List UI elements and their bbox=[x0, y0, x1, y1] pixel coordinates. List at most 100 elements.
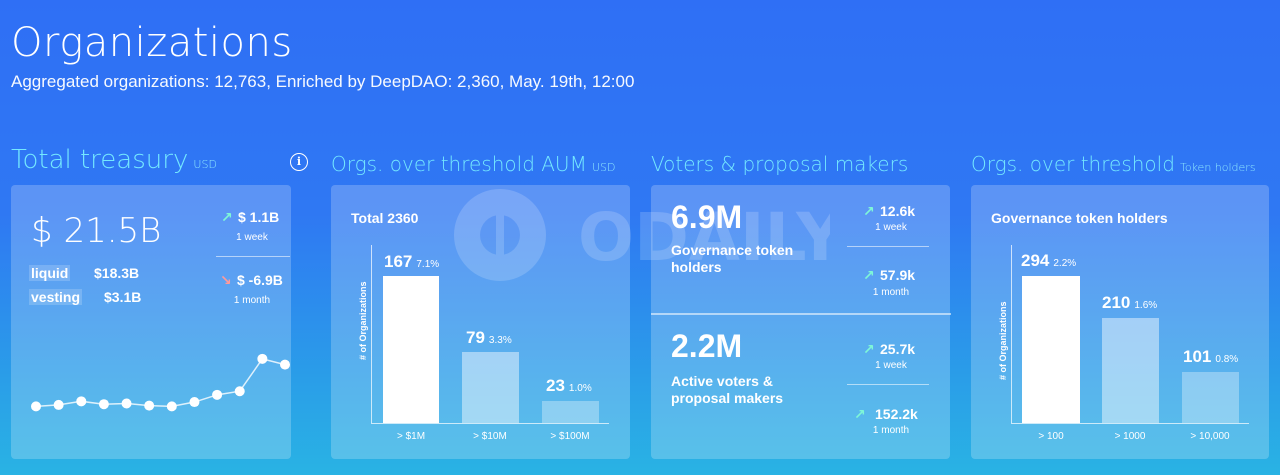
divider bbox=[847, 246, 929, 247]
tokens-value-2: 210 bbox=[1102, 293, 1131, 312]
treasury-unit: USD bbox=[193, 158, 217, 171]
tokens-y-axis-label: # of Organizations bbox=[998, 301, 1008, 380]
aum-y-axis bbox=[371, 245, 372, 423]
sparkline-point-4 bbox=[98, 399, 109, 410]
holders-label: Governance token holders bbox=[671, 242, 794, 275]
aum-bar-value-1: 167 7.1% bbox=[384, 252, 439, 272]
sparkline-point-5 bbox=[121, 398, 132, 409]
aum-card: Total 2360 # of Organizations 167 7.1% 79… bbox=[331, 185, 630, 459]
holders-week-label: 1 week bbox=[875, 222, 907, 233]
aum-pct-3: 1.0% bbox=[568, 383, 592, 394]
section-title-voters: Voters & proposal makers bbox=[651, 152, 908, 176]
tokens-xtick-1: > 100 bbox=[1038, 431, 1064, 442]
section-title-tokens: Orgs. over threshold Token holders bbox=[971, 152, 1256, 176]
tokens-bar-value-3: 101 0.8% bbox=[1183, 347, 1238, 367]
sparkline-point-6 bbox=[144, 400, 155, 411]
sparkline-point-3 bbox=[76, 396, 87, 407]
arrow-up-icon: ↗ bbox=[863, 267, 875, 283]
page-subtitle: Aggregated organizations: 12,763, Enrich… bbox=[11, 72, 635, 91]
liquid-label: liquid bbox=[29, 265, 71, 281]
tokens-pct-2: 1.6% bbox=[1134, 300, 1158, 311]
aum-value-1: 167 bbox=[384, 252, 413, 271]
tokens-y-axis bbox=[1011, 245, 1012, 423]
aum-xtick-1: > $1M bbox=[396, 431, 426, 442]
sparkline-point-1 bbox=[31, 401, 41, 412]
info-icon[interactable]: i bbox=[290, 153, 308, 171]
divider bbox=[847, 384, 929, 385]
tokens-xtick-3: > 10,000 bbox=[1190, 431, 1230, 442]
sparkline-point-7 bbox=[166, 401, 177, 412]
active-label: Active voters & proposal makers bbox=[671, 373, 784, 406]
holders-week: 12.6k bbox=[880, 203, 916, 219]
aum-heading: Total 2360 bbox=[351, 210, 419, 226]
aum-bar-value-2: 79 3.3% bbox=[466, 328, 512, 348]
tokens-pct-3: 0.8% bbox=[1215, 354, 1239, 365]
treasury-month-label: 1 month bbox=[233, 295, 271, 306]
aum-bar-2 bbox=[462, 352, 519, 423]
sparkline-point-9 bbox=[212, 389, 223, 400]
voters-title: Voters & proposal makers bbox=[651, 152, 909, 176]
aum-y-axis-label: # of Organizations bbox=[358, 281, 368, 360]
sparkline-point-11 bbox=[257, 353, 268, 364]
active-month: 152.2k bbox=[875, 406, 918, 422]
tokens-bar-3 bbox=[1182, 372, 1239, 423]
tokens-bar-2 bbox=[1102, 318, 1159, 423]
treasury-title: Total treasury bbox=[11, 145, 189, 175]
treasury-week-delta: $ 1.1B bbox=[238, 209, 280, 225]
active-week: 25.7k bbox=[880, 341, 916, 357]
aum-value-2: 79 bbox=[466, 328, 485, 347]
arrow-up-icon: ↗ bbox=[863, 203, 875, 219]
tokens-bar-1 bbox=[1022, 276, 1080, 423]
aum-xtick-3: > $100M bbox=[550, 431, 590, 442]
treasury-card: $ 21.5B liquid $18.3B vesting $3.1B ↗ $ … bbox=[11, 185, 291, 459]
watermark-logo: ODAILY bbox=[454, 189, 830, 281]
treasury-week-label: 1 week bbox=[236, 232, 268, 243]
voters-separator bbox=[651, 313, 951, 315]
tokens-card: Governance token holders # of Organizati… bbox=[971, 185, 1269, 459]
tokens-pct-1: 2.2% bbox=[1053, 258, 1077, 269]
sparkline-line bbox=[35, 357, 286, 408]
holders-month: 57.9k bbox=[880, 267, 916, 283]
holders-value: 6.9M bbox=[671, 199, 743, 235]
sparkline-point-10 bbox=[234, 386, 245, 397]
tokens-x-axis bbox=[1011, 423, 1249, 424]
sparkline-point-2 bbox=[53, 399, 64, 410]
tokens-value-1: 294 bbox=[1021, 251, 1050, 270]
tokens-bar-value-2: 210 1.6% bbox=[1102, 293, 1157, 313]
aum-x-axis bbox=[371, 423, 609, 424]
liquid-value: $18.3B bbox=[94, 265, 140, 281]
section-title-treasury: Total treasury USD bbox=[11, 145, 217, 175]
active-week-label: 1 week bbox=[875, 360, 907, 371]
divider bbox=[216, 256, 290, 257]
aum-title: Orgs. over threshold AUM bbox=[331, 152, 587, 176]
treasury-sparkline bbox=[31, 353, 290, 412]
watermark-text: ODAILY bbox=[578, 199, 830, 276]
aum-pct-1: 7.1% bbox=[416, 259, 440, 270]
active-month-label: 1 month bbox=[872, 425, 910, 436]
vesting-value: $3.1B bbox=[104, 289, 142, 305]
page-title: Organizations bbox=[11, 20, 293, 66]
arrow-up-icon: ↗ bbox=[863, 341, 875, 357]
tokens-heading: Governance token holders bbox=[991, 210, 1168, 226]
aum-pct-2: 3.3% bbox=[488, 335, 512, 346]
treasury-total: $ 21.5B bbox=[31, 211, 162, 251]
vesting-label: vesting bbox=[29, 289, 83, 305]
tokens-value-3: 101 bbox=[1183, 347, 1212, 366]
active-value: 2.2M bbox=[671, 328, 743, 364]
treasury-month-delta: $ -6.9B bbox=[237, 272, 283, 288]
section-title-aum: Orgs. over threshold AUM USD bbox=[331, 152, 615, 176]
aum-bar-3 bbox=[542, 401, 599, 423]
holders-month-label: 1 month bbox=[872, 287, 910, 298]
aum-bar-value-3: 23 1.0% bbox=[546, 376, 592, 396]
aum-bar-1 bbox=[383, 276, 439, 423]
tokens-xtick-2: > 1000 bbox=[1114, 431, 1146, 442]
arrow-up-icon: ↗ bbox=[854, 406, 866, 422]
sparkline-point-8 bbox=[189, 397, 200, 408]
aum-value-3: 23 bbox=[546, 376, 565, 395]
arrow-down-icon: ↘ bbox=[220, 272, 232, 288]
arrow-up-icon: ↗ bbox=[221, 209, 233, 225]
voters-card: 6.9M Governance token holders ↗ 12.6k 1 … bbox=[651, 185, 951, 459]
aum-unit: USD bbox=[591, 161, 616, 174]
sparkline-point-12 bbox=[280, 359, 290, 370]
tokens-title: Orgs. over threshold bbox=[971, 152, 1175, 176]
